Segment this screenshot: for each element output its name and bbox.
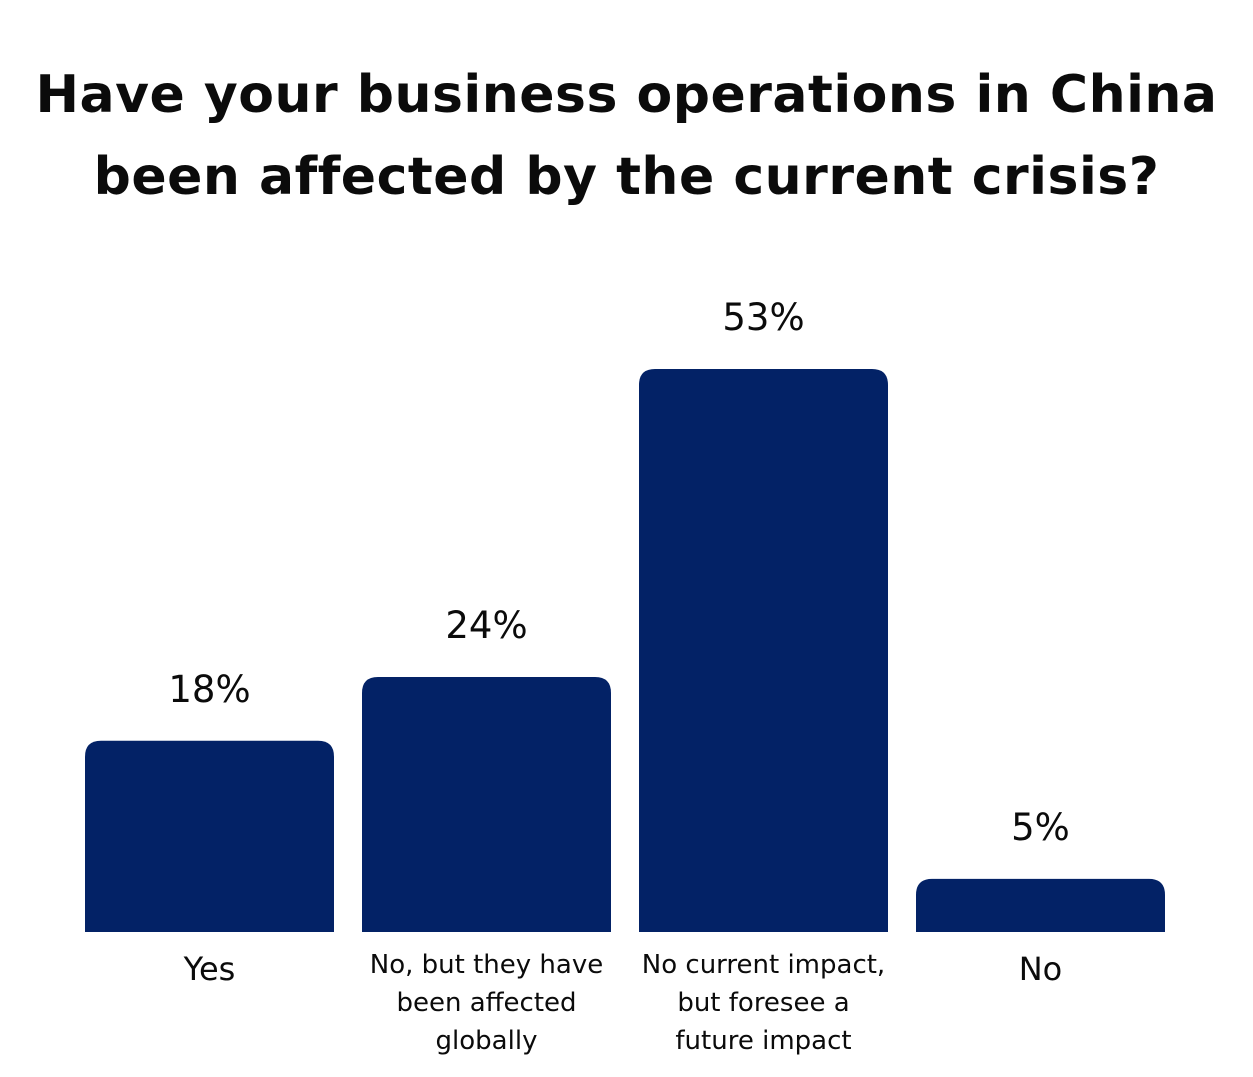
category-label-1: Yes: [183, 950, 236, 988]
category-label-1-line-1: Yes: [183, 950, 236, 988]
chart-title-line-2: been affected by the current crisis?: [93, 147, 1160, 207]
category-label-3-line-3: future impact: [675, 1026, 851, 1056]
bar-2: [362, 677, 611, 932]
bars-layer: [85, 369, 1165, 932]
category-label-2-line-3: globally: [436, 1026, 538, 1056]
category-label-4-line-1: No: [1019, 950, 1063, 988]
category-label-2-line-2: been affected: [396, 988, 576, 1018]
value-label-3: 53%: [722, 296, 804, 339]
category-label-3-line-1: No current impact,: [642, 950, 885, 980]
category-label-3: No current impact, but foresee a future im…: [642, 950, 885, 1056]
value-label-2: 24%: [445, 604, 527, 647]
value-label-4: 5%: [1011, 806, 1070, 849]
category-label-3-line-2: but foresee a: [677, 988, 849, 1018]
value-labels-layer: 18% 24% 53% 5%: [168, 296, 1069, 849]
category-label-4: No: [1019, 950, 1063, 988]
category-label-2-line-1: No, but they have: [370, 950, 603, 980]
bar-4: [916, 878, 1165, 932]
value-label-1: 18%: [168, 668, 250, 711]
bar-3: [639, 369, 888, 932]
chart-title-line-1: Have your business operations in China: [35, 65, 1218, 125]
category-label-2: No, but they have been affected globally: [370, 950, 603, 1056]
category-labels-layer: Yes No, but they have been affected globall…: [183, 950, 1063, 1056]
chart-title: Have your business operations in China b…: [20, 54, 1233, 218]
bar-1: [85, 740, 334, 932]
